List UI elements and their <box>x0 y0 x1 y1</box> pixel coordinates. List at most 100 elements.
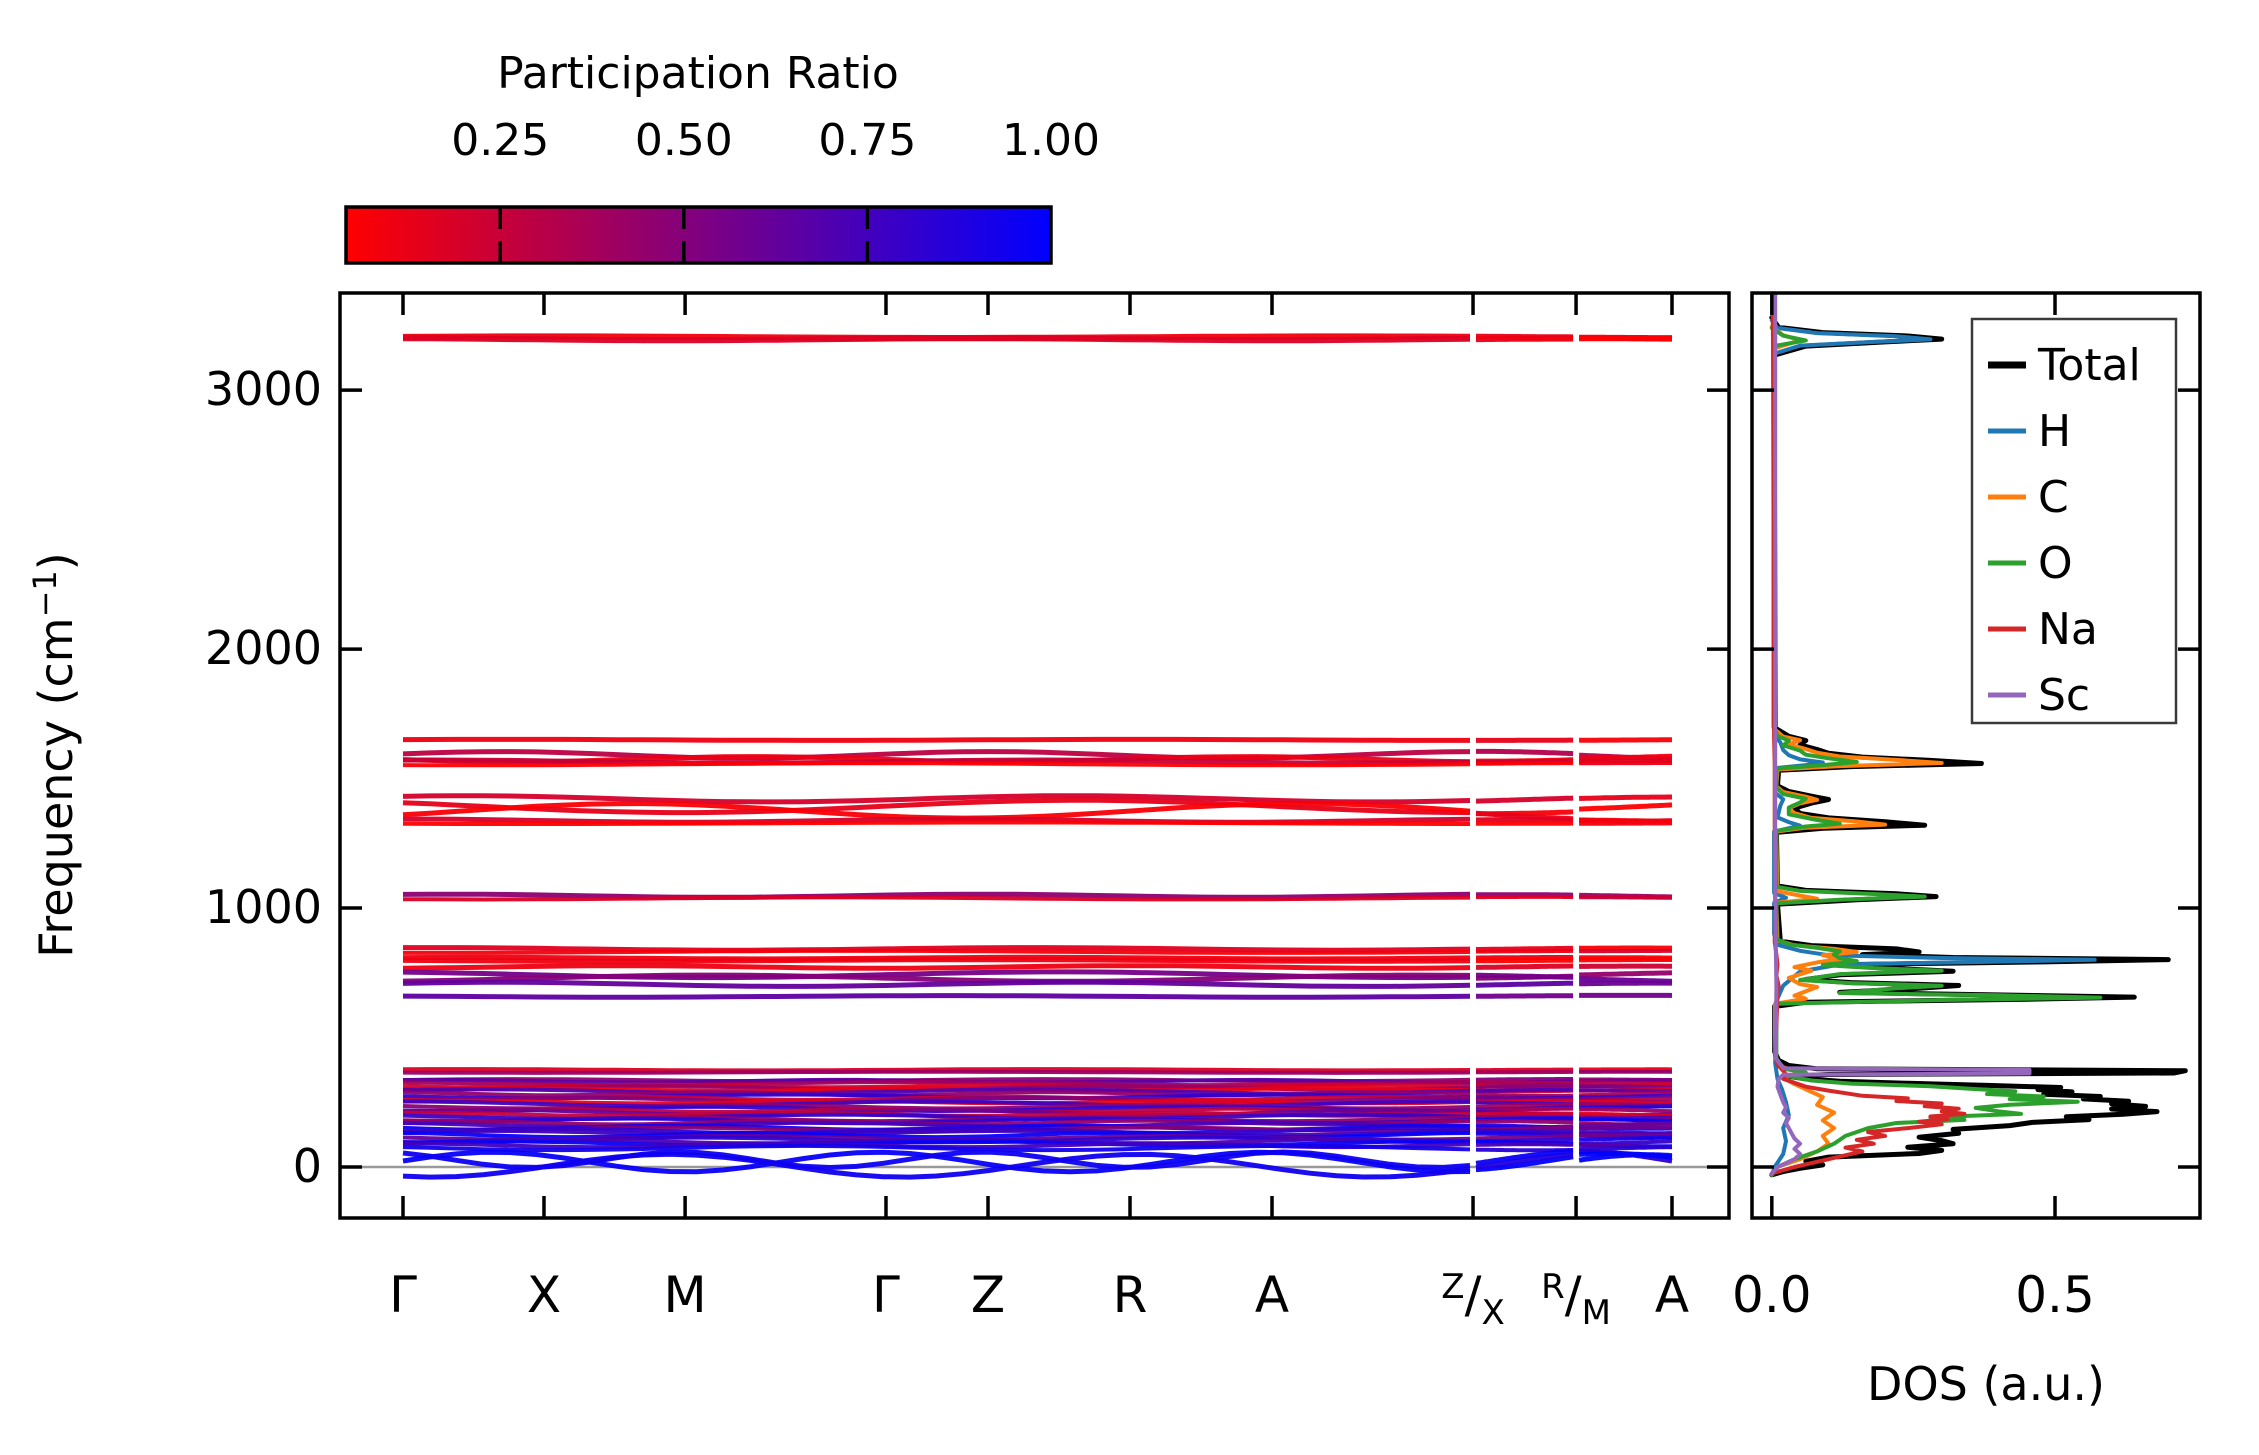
y-tick-label: 0 <box>293 1139 322 1193</box>
band-line <box>1579 335 1673 342</box>
colorbar-tick-label: 0.50 <box>635 115 733 166</box>
k-point-label: A <box>1655 1266 1689 1324</box>
legend-label: Total <box>2037 340 2141 391</box>
k-point-label: R/M <box>1541 1266 1611 1333</box>
k-point-label: Z <box>971 1266 1005 1324</box>
band-line <box>1578 802 1673 812</box>
band-line <box>1476 761 1574 766</box>
band-lines <box>402 333 1673 1180</box>
dos-panel: 0.0 0.5 DOS (a.u.) Total HCO Na Sc <box>1732 291 2202 1411</box>
legend-box <box>1970 317 2178 725</box>
band-line <box>1579 1133 1673 1138</box>
colorbar-gradient <box>344 205 1053 265</box>
k-point-label: Γ <box>389 1266 417 1324</box>
band-line <box>402 1108 1471 1117</box>
band-line <box>402 793 1471 805</box>
y-axis-label: Frequency (cm−1) <box>26 552 83 957</box>
band-line <box>1476 972 1574 980</box>
band-line <box>1579 1135 1673 1142</box>
band-line <box>403 945 1471 953</box>
colorbar-tick-label: 0.75 <box>818 115 916 166</box>
colorbar-tick-label: 0.25 <box>451 115 549 166</box>
band-line <box>1476 1142 1574 1147</box>
band-line <box>1476 1119 1574 1125</box>
band-line <box>402 1069 1471 1075</box>
band-line <box>1476 963 1574 970</box>
legend-label: H <box>2038 406 2071 457</box>
colorbar-tick-label: 1.00 <box>1002 115 1100 166</box>
band-line <box>1475 1148 1574 1166</box>
band-line <box>402 963 1471 971</box>
band-line <box>1476 335 1574 343</box>
colorbar: Participation Ratio 0.25 0.50 0.75 1.00 <box>344 48 1100 265</box>
band-line <box>1475 1134 1574 1141</box>
band-line <box>1579 1125 1672 1131</box>
band-line <box>402 895 1471 902</box>
band-line <box>1579 1111 1673 1118</box>
band-line <box>402 1086 1471 1093</box>
band-line <box>1579 1144 1673 1152</box>
band-line <box>1579 1084 1672 1090</box>
k-point-label: X <box>527 1266 561 1324</box>
y-tick-label: 3000 <box>205 362 322 416</box>
band-line <box>1475 1087 1574 1094</box>
band-line <box>1476 1111 1574 1117</box>
k-point-label: A <box>1255 1266 1289 1324</box>
band-line <box>1579 1129 1673 1136</box>
band-panel-frame <box>338 291 1731 1220</box>
y-tick-label: 1000 <box>205 880 322 934</box>
band-line <box>1579 1099 1673 1106</box>
band-line <box>1475 1154 1574 1173</box>
band-line <box>402 335 1471 344</box>
band-line <box>1578 737 1672 743</box>
dos-axis-label: DOS (a.u.) <box>1867 1357 2105 1411</box>
band-line <box>1476 1080 1574 1085</box>
band-line <box>402 972 1471 984</box>
band-line <box>1476 957 1574 964</box>
dos-x-tick-label: 0.0 <box>1732 1266 1812 1324</box>
band-line <box>1579 1088 1673 1094</box>
legend-label: Sc <box>2038 670 2090 721</box>
band-line <box>402 1143 1471 1153</box>
band-line <box>1578 980 1673 987</box>
band-line <box>1578 794 1672 801</box>
band-line <box>1579 1090 1672 1098</box>
colorbar-title: Participation Ratio <box>497 48 899 99</box>
band-line <box>402 757 1471 766</box>
band-line <box>1579 895 1672 900</box>
dos-panel-frame <box>1750 291 2202 1220</box>
band-line <box>402 1137 1471 1146</box>
k-point-label: M <box>664 1266 707 1324</box>
band-line <box>1476 993 1574 999</box>
band-line <box>402 736 1470 743</box>
band-line <box>402 891 1471 900</box>
dos-curves <box>1769 291 2188 1178</box>
k-point-label: Γ <box>872 1266 900 1324</box>
band-line <box>402 1126 1471 1136</box>
band-line <box>402 1128 1471 1138</box>
band-line <box>1475 1116 1574 1122</box>
band-line <box>1476 955 1574 961</box>
band-line <box>1578 970 1673 978</box>
band-line <box>1476 945 1574 952</box>
band-line <box>402 820 1470 826</box>
dos-x-tick-label: 0.5 <box>2015 1266 2095 1324</box>
dos-curve-sc <box>1769 291 2032 1176</box>
band-line <box>402 1151 1471 1180</box>
band-line <box>1476 1083 1574 1090</box>
band-line <box>1475 1077 1574 1082</box>
band-line <box>1476 1102 1574 1109</box>
dos-curve-o <box>1769 326 2103 1177</box>
band-line <box>1578 1151 1673 1160</box>
band-line <box>1579 1107 1673 1114</box>
band-line <box>402 797 1471 816</box>
y-tick-label: 2000 <box>205 621 322 675</box>
band-line <box>402 993 1471 1000</box>
band-line <box>402 1099 1470 1109</box>
legend-label: Na <box>2038 604 2098 655</box>
legend-label: O <box>2038 538 2073 589</box>
band-line <box>1476 948 1574 954</box>
band-line <box>403 948 1471 955</box>
